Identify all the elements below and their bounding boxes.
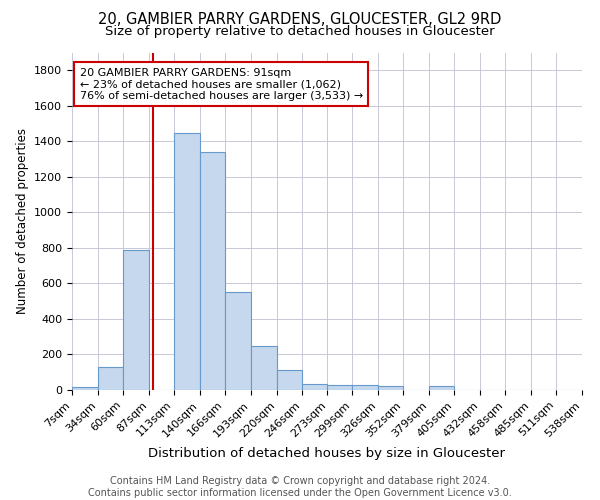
- Bar: [277, 370, 302, 390]
- X-axis label: Distribution of detached houses by size in Gloucester: Distribution of detached houses by size …: [149, 447, 505, 460]
- Bar: [251, 346, 277, 390]
- Text: Contains HM Land Registry data © Crown copyright and database right 2024.
Contai: Contains HM Land Registry data © Crown c…: [88, 476, 512, 498]
- Bar: [72, 388, 98, 390]
- Text: 20, GAMBIER PARRY GARDENS, GLOUCESTER, GL2 9RD: 20, GAMBIER PARRY GARDENS, GLOUCESTER, G…: [98, 12, 502, 28]
- Bar: [174, 134, 200, 390]
- Bar: [123, 250, 149, 390]
- Bar: [200, 152, 225, 390]
- Bar: [352, 384, 379, 390]
- Bar: [328, 384, 352, 390]
- Text: 20 GAMBIER PARRY GARDENS: 91sqm
← 23% of detached houses are smaller (1,062)
76%: 20 GAMBIER PARRY GARDENS: 91sqm ← 23% of…: [80, 68, 363, 101]
- Bar: [302, 384, 328, 390]
- Bar: [429, 386, 454, 390]
- Bar: [379, 386, 403, 390]
- Bar: [98, 367, 123, 390]
- Y-axis label: Number of detached properties: Number of detached properties: [16, 128, 29, 314]
- Text: Size of property relative to detached houses in Gloucester: Size of property relative to detached ho…: [105, 25, 495, 38]
- Bar: [225, 292, 251, 390]
